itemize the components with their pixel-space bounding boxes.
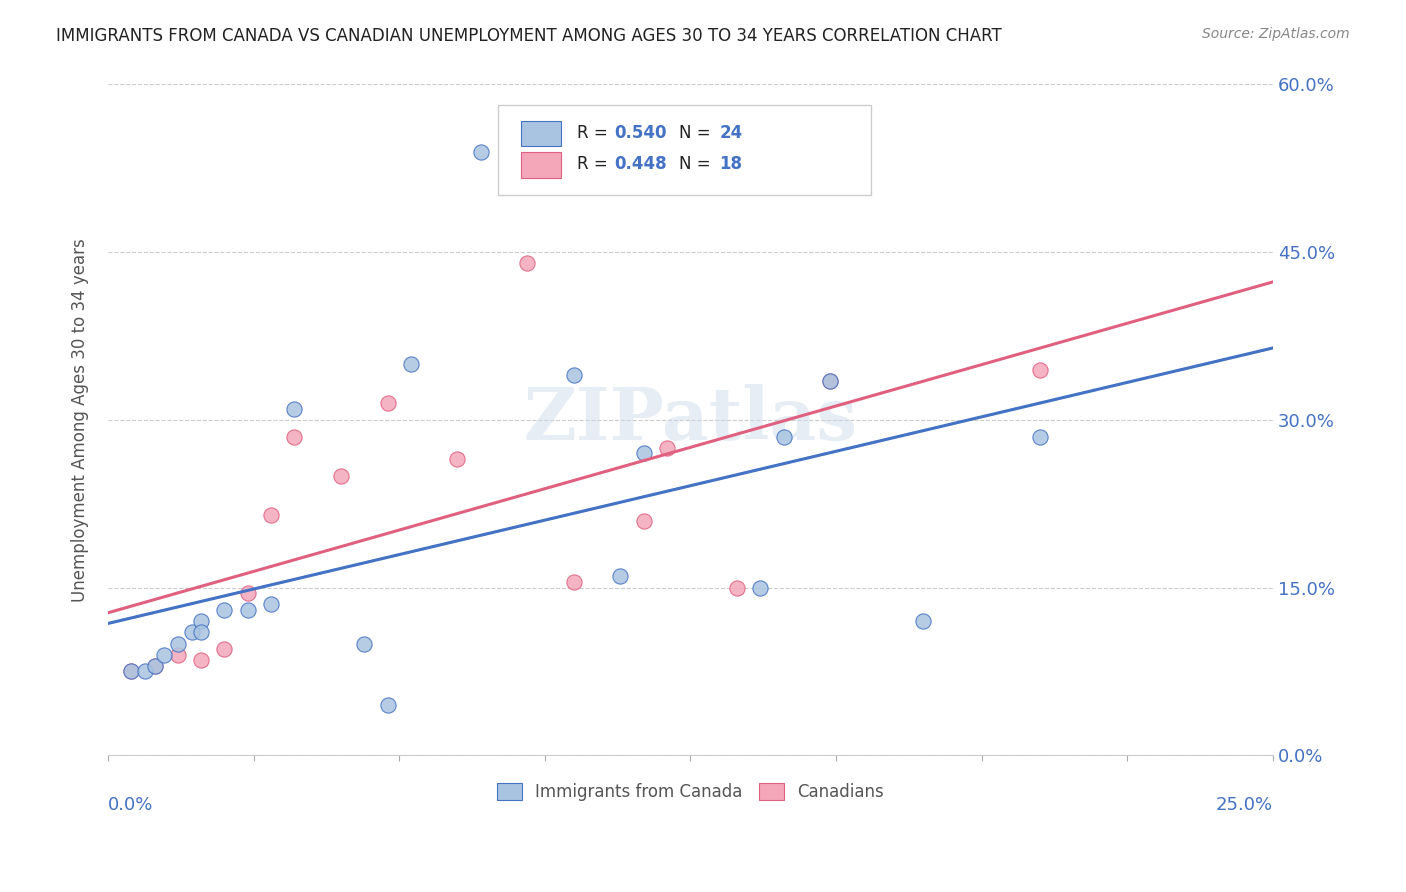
Text: 0.540: 0.540 bbox=[614, 124, 668, 142]
Point bbox=[562, 575, 585, 590]
Point bbox=[562, 368, 585, 383]
Point bbox=[818, 374, 841, 388]
Point bbox=[912, 614, 935, 628]
Point bbox=[120, 665, 142, 679]
Point bbox=[214, 642, 236, 657]
Point bbox=[190, 625, 212, 640]
Text: 25.0%: 25.0% bbox=[1216, 796, 1272, 814]
Point bbox=[143, 659, 166, 673]
Point bbox=[143, 659, 166, 673]
Text: N =: N = bbox=[679, 155, 716, 173]
Point bbox=[399, 357, 422, 371]
Point bbox=[283, 401, 305, 416]
Text: N =: N = bbox=[679, 124, 716, 142]
Point bbox=[633, 514, 655, 528]
Point bbox=[516, 256, 538, 270]
Point bbox=[470, 145, 492, 159]
Point bbox=[446, 452, 468, 467]
Point bbox=[167, 636, 190, 650]
Point bbox=[1029, 362, 1052, 376]
Point bbox=[134, 665, 156, 679]
Point bbox=[190, 653, 212, 667]
Point bbox=[725, 581, 748, 595]
Point bbox=[749, 581, 772, 595]
Point bbox=[353, 636, 375, 650]
Text: R =: R = bbox=[578, 155, 613, 173]
Text: 0.448: 0.448 bbox=[614, 155, 668, 173]
Point bbox=[772, 430, 794, 444]
Point bbox=[214, 603, 236, 617]
Point bbox=[180, 625, 202, 640]
Point bbox=[377, 396, 399, 410]
Point bbox=[633, 446, 655, 460]
Point bbox=[260, 508, 283, 522]
Point bbox=[329, 468, 352, 483]
Point bbox=[167, 648, 190, 662]
Text: R =: R = bbox=[578, 124, 613, 142]
Text: 18: 18 bbox=[720, 155, 742, 173]
Point bbox=[236, 603, 259, 617]
Point bbox=[818, 374, 841, 388]
FancyBboxPatch shape bbox=[522, 120, 561, 146]
Text: 0.0%: 0.0% bbox=[108, 796, 153, 814]
Point bbox=[1029, 430, 1052, 444]
Text: 24: 24 bbox=[720, 124, 742, 142]
Text: ZIPatlas: ZIPatlas bbox=[523, 384, 858, 456]
Legend: Immigrants from Canada, Canadians: Immigrants from Canada, Canadians bbox=[489, 776, 891, 807]
Point bbox=[236, 586, 259, 600]
Point bbox=[190, 614, 212, 628]
Point bbox=[609, 569, 631, 583]
Point bbox=[655, 441, 678, 455]
Point bbox=[260, 598, 283, 612]
Point bbox=[120, 665, 142, 679]
FancyBboxPatch shape bbox=[498, 104, 870, 195]
Text: IMMIGRANTS FROM CANADA VS CANADIAN UNEMPLOYMENT AMONG AGES 30 TO 34 YEARS CORREL: IMMIGRANTS FROM CANADA VS CANADIAN UNEMP… bbox=[56, 27, 1002, 45]
Text: Source: ZipAtlas.com: Source: ZipAtlas.com bbox=[1202, 27, 1350, 41]
Point bbox=[283, 430, 305, 444]
FancyBboxPatch shape bbox=[522, 153, 561, 178]
Point bbox=[153, 648, 176, 662]
Point bbox=[377, 698, 399, 712]
Y-axis label: Unemployment Among Ages 30 to 34 years: Unemployment Among Ages 30 to 34 years bbox=[72, 238, 89, 602]
